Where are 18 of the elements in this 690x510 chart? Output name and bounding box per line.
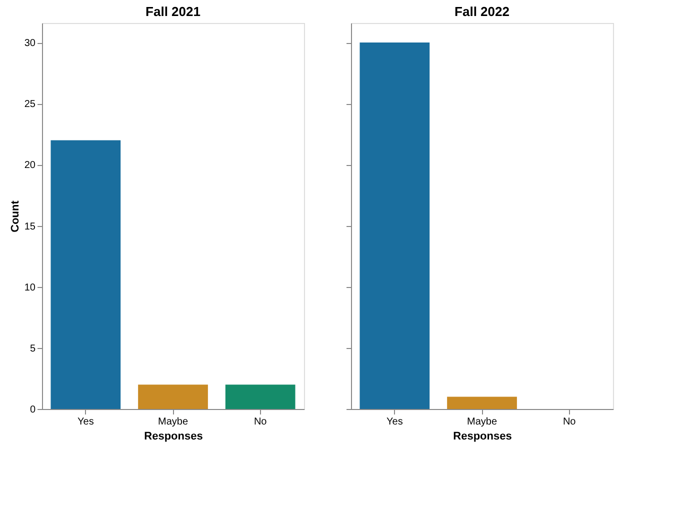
x-axis-title: Responses <box>453 430 512 442</box>
y-tick-label: 0 <box>30 404 36 416</box>
x-tick-label: Yes <box>386 416 403 428</box>
y-tick-label: 15 <box>24 221 36 232</box>
y-tick-label: 10 <box>24 282 36 294</box>
y-tick-label: 30 <box>24 38 36 50</box>
y-tick-label: 5 <box>30 343 36 354</box>
x-tick-label: Maybe <box>158 416 188 428</box>
x-axis-title: Responses <box>144 430 203 442</box>
y-axis-title: Count <box>9 200 22 232</box>
y-tick-label: 25 <box>24 99 36 110</box>
chart-title: Fall 2022 <box>454 4 510 19</box>
x-tick-label: Maybe <box>466 416 498 428</box>
y-tick-label: 20 <box>24 160 36 172</box>
x-tick-label: No <box>254 416 268 428</box>
chart-title: Fall 2021 <box>146 4 200 19</box>
x-tick-label: Yes <box>78 416 94 428</box>
x-tick-label: No <box>562 416 576 428</box>
